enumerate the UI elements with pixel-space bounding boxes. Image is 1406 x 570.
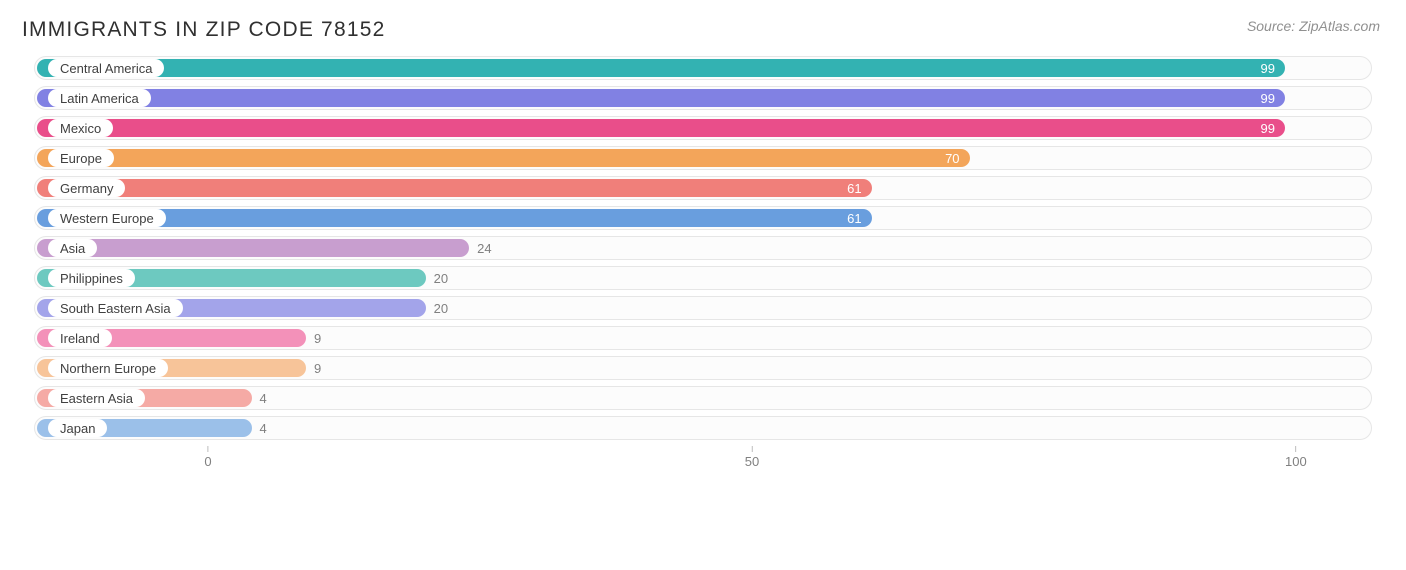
chart-title: IMMIGRANTS IN ZIP CODE 78152	[22, 18, 385, 42]
bar	[37, 119, 1285, 137]
bar-row: South Eastern Asia 20	[34, 296, 1372, 320]
bar-row: Germany 61	[34, 176, 1372, 200]
tick-mark	[1295, 446, 1296, 452]
category-label: Western Europe	[48, 209, 166, 227]
axis-tick: 100	[1285, 446, 1307, 469]
bar-row: Europe 70	[34, 146, 1372, 170]
value-label: 4	[260, 416, 267, 440]
category-label: Mexico	[48, 119, 113, 137]
bar-row: Latin America 99	[34, 86, 1372, 110]
value-label: 20	[434, 266, 448, 290]
category-label: Latin America	[48, 89, 151, 107]
category-label: Germany	[48, 179, 125, 197]
x-axis: 0 50 100	[34, 446, 1372, 468]
value-label: 9	[314, 356, 321, 380]
value-label: 61	[847, 176, 861, 200]
axis-tick: 0	[204, 446, 211, 469]
value-label: 4	[260, 386, 267, 410]
category-label: Eastern Asia	[48, 389, 145, 407]
axis-tick: 50	[745, 446, 759, 469]
value-label: 99	[1261, 116, 1275, 140]
value-label: 99	[1261, 56, 1275, 80]
bar-row: Eastern Asia 4	[34, 386, 1372, 410]
tick-label: 0	[204, 454, 211, 469]
tick-label: 50	[745, 454, 759, 469]
bar-row: Philippines 20	[34, 266, 1372, 290]
value-label: 20	[434, 296, 448, 320]
bar	[37, 89, 1285, 107]
bar	[37, 59, 1285, 77]
bar-row: Central America 99	[34, 56, 1372, 80]
bar	[37, 239, 469, 257]
bar	[37, 149, 970, 167]
bars-container: Central America99Latin America99Mexico99…	[34, 56, 1372, 440]
bar-row: Ireland 9	[34, 326, 1372, 350]
category-label: Europe	[48, 149, 114, 167]
chart-area: Central America99Latin America99Mexico99…	[22, 56, 1384, 468]
category-label: Central America	[48, 59, 164, 77]
source-attribution: Source: ZipAtlas.com	[1247, 18, 1380, 34]
value-label: 99	[1261, 86, 1275, 110]
bar-row: Mexico 99	[34, 116, 1372, 140]
category-label: Northern Europe	[48, 359, 168, 377]
category-label: South Eastern Asia	[48, 299, 183, 317]
value-label: 61	[847, 206, 861, 230]
category-label: Philippines	[48, 269, 135, 287]
bar-row: Western Europe 61	[34, 206, 1372, 230]
value-label: 24	[477, 236, 491, 260]
tick-mark	[208, 446, 209, 452]
bar-row: Asia 24	[34, 236, 1372, 260]
header: IMMIGRANTS IN ZIP CODE 78152 Source: Zip…	[22, 18, 1384, 42]
tick-label: 100	[1285, 454, 1307, 469]
category-label: Asia	[48, 239, 97, 257]
tick-mark	[751, 446, 752, 452]
bar-row: Japan 4	[34, 416, 1372, 440]
bar	[37, 179, 872, 197]
value-label: 70	[945, 146, 959, 170]
bar-row: Northern Europe 9	[34, 356, 1372, 380]
category-label: Japan	[48, 419, 107, 437]
value-label: 9	[314, 326, 321, 350]
category-label: Ireland	[48, 329, 112, 347]
